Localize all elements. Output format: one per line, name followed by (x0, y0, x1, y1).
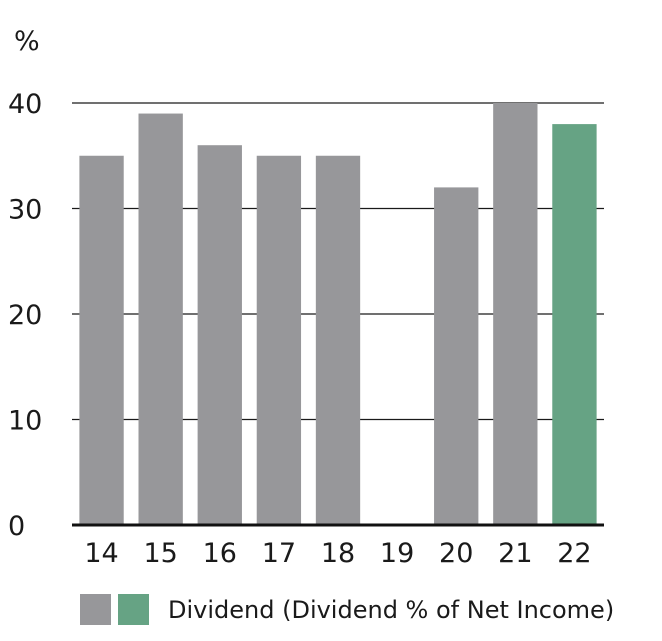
x-tick-label: 21 (498, 538, 532, 569)
x-tick-label: 20 (439, 538, 473, 569)
y-tick-label: 0 (8, 511, 25, 542)
x-axis-ticks: 14 15 16 17 18 19 20 21 22 (84, 538, 591, 569)
x-tick-label: 19 (380, 538, 414, 569)
x-tick-label: 18 (321, 538, 355, 569)
bar-15 (138, 113, 183, 526)
y-tick-label: 30 (8, 195, 42, 226)
x-tick-label: 22 (557, 538, 591, 569)
y-tick-label: 20 (8, 300, 42, 331)
bar-14 (79, 155, 124, 525)
bar-21 (493, 103, 538, 525)
y-tick-label: 10 (8, 406, 42, 437)
bars (79, 103, 597, 526)
x-tick-label: 16 (203, 538, 237, 569)
legend: Dividend (Dividend % of Net Income) (80, 594, 614, 625)
bar-20 (434, 187, 479, 525)
bar-22 (552, 124, 597, 525)
legend-label: Dividend (Dividend % of Net Income) (168, 595, 615, 624)
bar-17 (256, 155, 302, 525)
x-tick-label: 14 (84, 538, 118, 569)
x-tick-label: 15 (143, 538, 177, 569)
x-tick-label: 17 (262, 538, 296, 569)
bar-chart: % 0 10 20 30 40 14 15 16 17 18 19 20 21 22 (8, 26, 604, 569)
legend-swatch-gray (80, 594, 111, 625)
y-tick-label: 40 (8, 89, 42, 120)
bar-16 (197, 145, 242, 525)
bar-18 (315, 155, 361, 525)
y-axis-unit-label: % (14, 26, 40, 57)
y-axis-ticks: 0 10 20 30 40 (8, 89, 42, 542)
legend-swatch-green (118, 594, 149, 625)
